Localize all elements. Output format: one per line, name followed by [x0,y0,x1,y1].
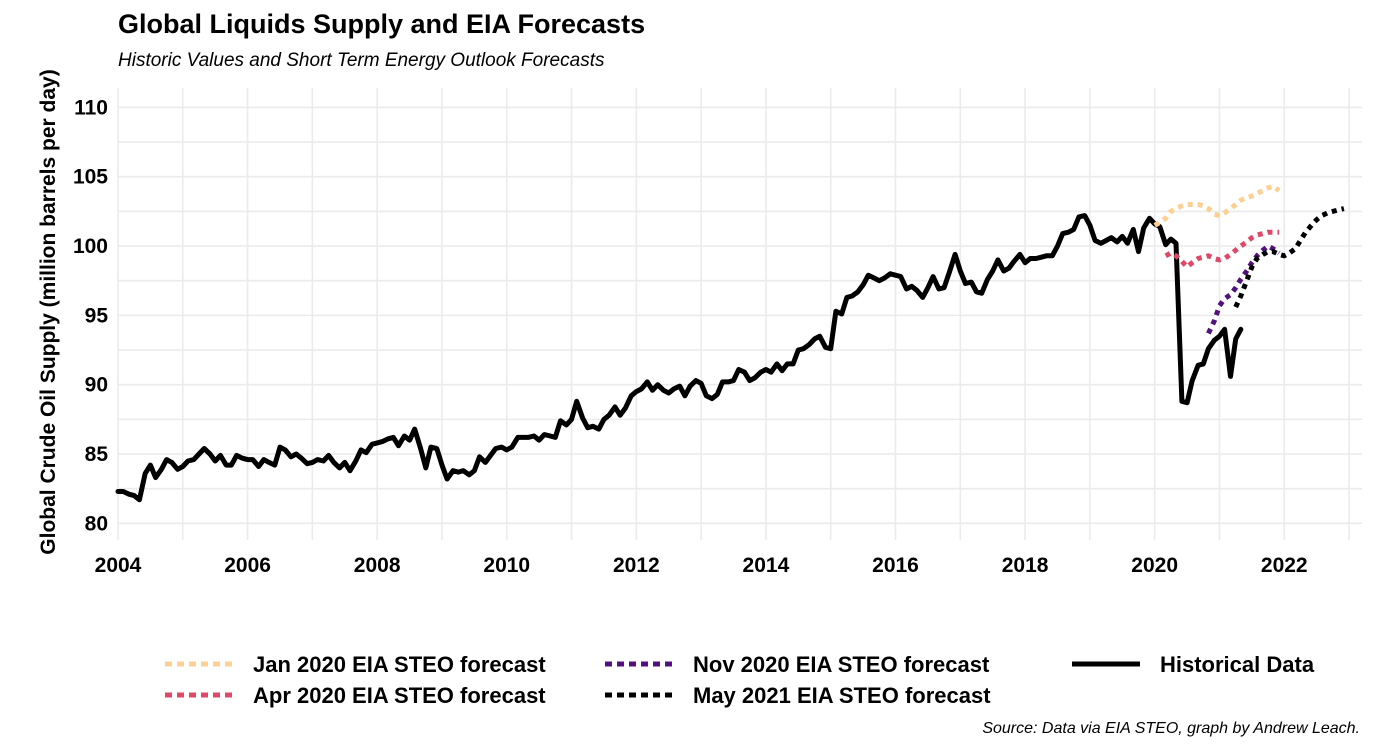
grid [117,88,1362,540]
y-tick-label: 95 [85,304,109,327]
chart-title: Global Liquids Supply and EIA Forecasts [118,9,645,39]
series-line-nov-2020-eia-steo-forecast [1206,243,1281,335]
legend-label: Apr 2020 EIA STEO forecast [253,683,546,708]
y-tick-label: 100 [73,235,108,258]
y-tick-label: 90 [85,374,108,397]
x-tick-label: 2004 [95,554,142,577]
y-axis-label: Global Crude Oil Supply (million barrels… [37,69,60,554]
series-line-apr-2020-eia-steo-forecast [1164,229,1280,270]
x-tick-label: 2012 [613,554,660,577]
y-tick-label: 110 [74,96,108,119]
x-tick-label: 2010 [483,554,530,577]
x-tick-label: 2014 [743,554,790,577]
x-tick-label: 2020 [1131,554,1178,577]
x-tick-label: 2018 [1002,554,1049,577]
legend: Jan 2020 EIA STEO forecast Apr 2020 EIA S… [165,652,1315,708]
legend-label: Nov 2020 EIA STEO forecast [693,652,990,677]
chart-subtitle: Historic Values and Short Term Energy Ou… [118,50,605,71]
legend-label: Jan 2020 EIA STEO forecast [253,652,546,677]
y-tick-label: 105 [73,166,108,189]
x-tick-label: 2022 [1261,554,1308,577]
x-tick-label: 2008 [354,554,401,577]
series-line-jan-2020-eia-steo-forecast [1153,183,1281,228]
legend-label: Historical Data [1160,652,1315,677]
x-tick-label: 2006 [224,554,271,577]
chart-caption: Source: Data via EIA STEO, graph by Andr… [982,720,1360,737]
y-tick-label: 85 [85,443,109,466]
x-axis-ticks: 2004 2006 2008 2010 2012 2014 2016 2018 2020 2022 [95,554,1308,577]
x-tick-label: 2016 [872,554,919,577]
y-tick-label: 80 [85,512,108,535]
series-line-may-2021-eia-steo-forecast [1233,206,1345,309]
series-line-historical-data [115,213,1244,503]
series-group [115,183,1345,503]
legend-label: May 2021 EIA STEO forecast [693,683,991,708]
y-axis-ticks: 80 85 90 95 100 105 110 [73,96,108,535]
